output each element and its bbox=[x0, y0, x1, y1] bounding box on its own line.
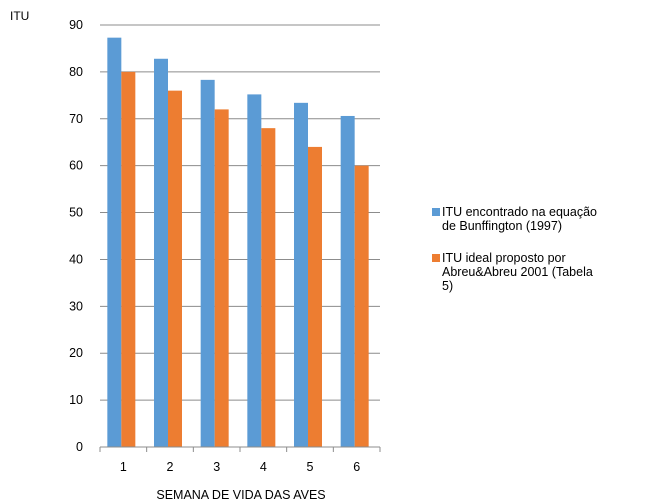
legend-item-series-1: ITU encontrado na equação de Bunffington… bbox=[432, 205, 657, 233]
y-tick-label: 60 bbox=[69, 159, 83, 173]
legend-label-series-2: ITU ideal proposto por Abreu&Abreu 2001 … bbox=[442, 251, 593, 293]
bar-series-2-week-3 bbox=[214, 109, 229, 448]
bar-series-2-week-5 bbox=[308, 146, 322, 447]
y-tick-label: 70 bbox=[69, 112, 83, 126]
gridlines bbox=[100, 24, 380, 401]
x-tick-label: 2 bbox=[167, 460, 174, 474]
y-tick-label: 80 bbox=[69, 65, 83, 79]
bars bbox=[107, 37, 369, 448]
axis-ticks: 0 10 20 30 40 50 60 70 80 90 1 2 3 4 5 6 bbox=[69, 18, 381, 474]
y-tick-label: 0 bbox=[76, 440, 83, 454]
legend-swatch-series-1 bbox=[432, 208, 440, 216]
y-axis-label: ITU bbox=[10, 9, 29, 23]
y-tick-label: 90 bbox=[69, 18, 83, 32]
legend-swatch-series-2 bbox=[432, 254, 440, 262]
legend: ITU encontrado na equação de Bunffington… bbox=[432, 205, 657, 311]
bar-series-2-week-4 bbox=[261, 128, 276, 447]
bar-series-1-week-3 bbox=[200, 79, 215, 448]
y-tick-label: 20 bbox=[69, 346, 83, 360]
bar-series-1-week-1 bbox=[107, 37, 122, 447]
y-tick-label: 40 bbox=[69, 252, 83, 266]
y-tick-label: 30 bbox=[69, 299, 83, 313]
legend-label-series-1: ITU encontrado na equação de Bunffington… bbox=[442, 205, 597, 233]
bar-series-2-week-1 bbox=[121, 71, 136, 447]
x-axis-label: SEMANA DE VIDA DAS AVES bbox=[156, 488, 325, 502]
bar-series-2-week-6 bbox=[354, 165, 369, 447]
y-tick-label: 50 bbox=[69, 206, 83, 220]
x-tick-label: 3 bbox=[213, 460, 220, 474]
bar-series-1-week-5 bbox=[294, 102, 308, 447]
x-tick-label: 4 bbox=[260, 460, 267, 474]
bar-series-1-week-4 bbox=[247, 94, 262, 447]
bar-series-1-week-6 bbox=[340, 115, 355, 447]
x-tick-label: 1 bbox=[120, 460, 127, 474]
legend-item-series-2: ITU ideal proposto por Abreu&Abreu 2001 … bbox=[432, 251, 657, 293]
y-tick-label: 10 bbox=[69, 393, 83, 407]
x-tick-label: 5 bbox=[307, 460, 314, 474]
bar-series-1-week-2 bbox=[154, 58, 168, 447]
bar-series-2-week-2 bbox=[168, 90, 182, 448]
x-tick-label: 6 bbox=[353, 460, 360, 474]
